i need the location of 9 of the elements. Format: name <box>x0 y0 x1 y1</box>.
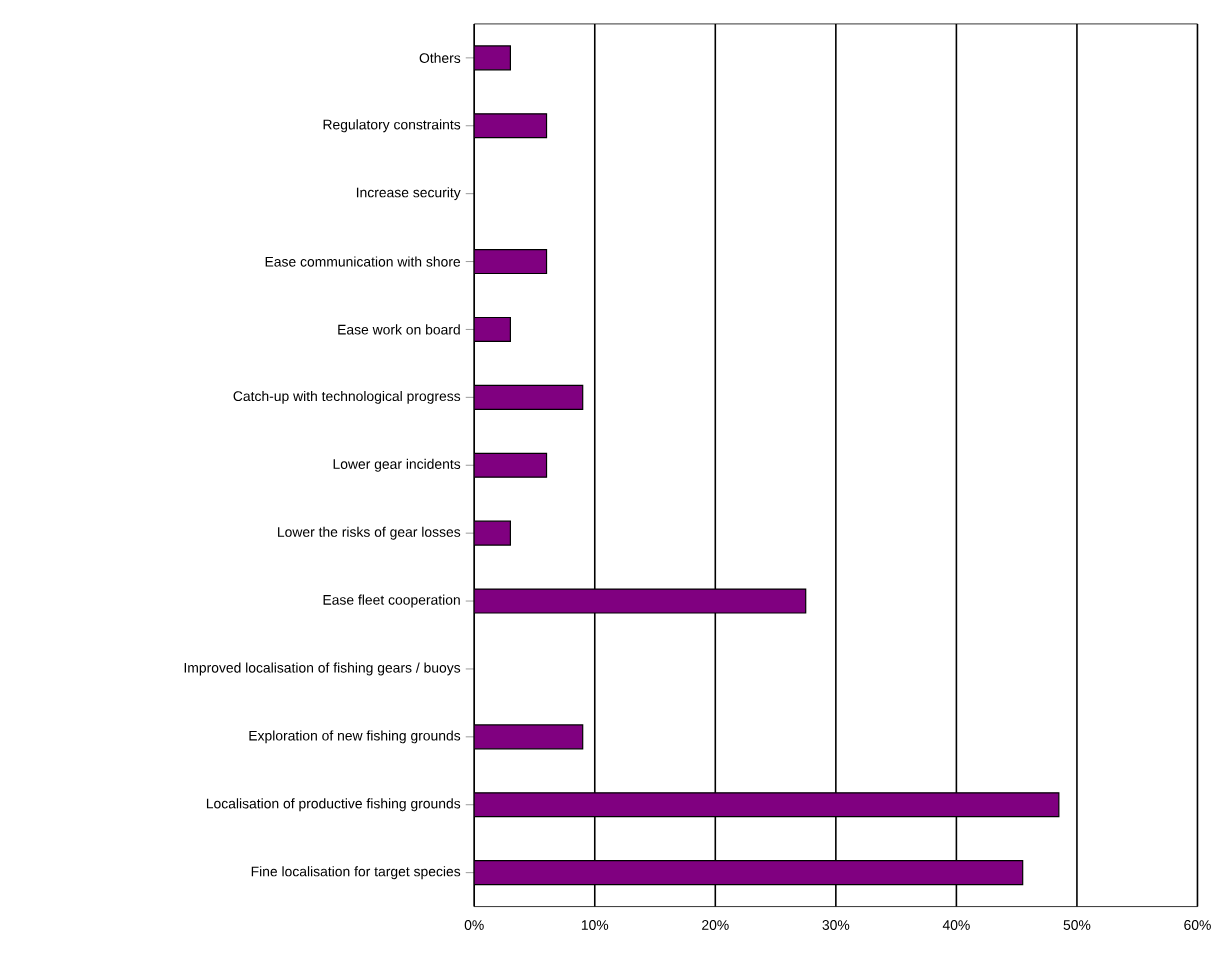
bar <box>474 248 548 274</box>
bar <box>474 452 548 478</box>
bar <box>474 792 1060 818</box>
bar <box>474 724 584 750</box>
bar <box>474 316 511 342</box>
bar <box>474 113 548 139</box>
bar <box>474 588 807 614</box>
bar <box>474 859 1024 886</box>
bar <box>474 384 584 410</box>
